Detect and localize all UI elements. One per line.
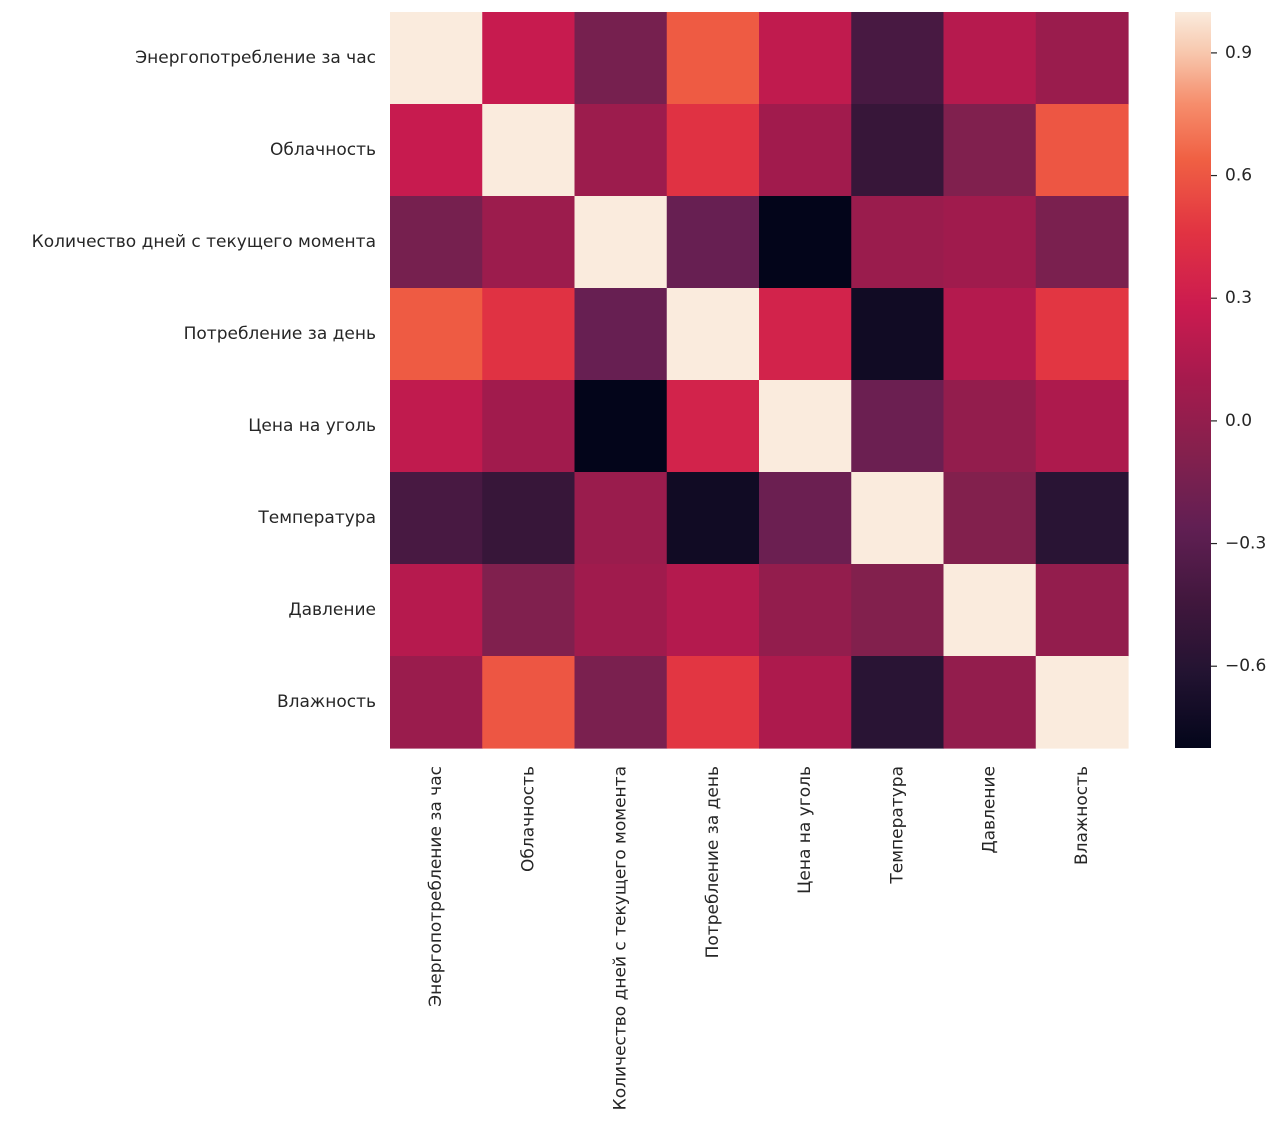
- heatmap-cell-r1-c3: [666, 104, 760, 197]
- heatmap-cell-r6-c7: [1035, 564, 1129, 657]
- column-tick-label: Температура: [887, 766, 907, 885]
- heatmap-cell-r4-c6: [943, 380, 1037, 473]
- heatmap-cell-r0-c5: [851, 12, 945, 105]
- heatmap-cell-r1-c4: [759, 104, 852, 197]
- heatmap-cell-r7-c7: [1035, 656, 1129, 749]
- heatmap-cell-r4-c4: [759, 380, 852, 473]
- heatmap-cell-r0-c2: [574, 12, 668, 105]
- heatmap-cell-r2-c1: [482, 196, 576, 289]
- heatmap-cell-r2-c3: [666, 196, 760, 289]
- heatmap-cell-r2-c6: [943, 196, 1037, 289]
- colorbar: 0.9 0.6 0.3 0.0 −0.3 −0.6: [1175, 12, 1266, 748]
- heatmap-cell-r1-c1: [482, 104, 576, 197]
- heatmap-cell-r7-c3: [666, 656, 760, 749]
- heatmap-cell-r2-c7: [1035, 196, 1129, 289]
- colorbar-tick-label: 0.9: [1225, 43, 1252, 63]
- heatmap-cell-r2-c2: [574, 196, 668, 289]
- row-tick-label: Влажность: [277, 692, 376, 712]
- heatmap-cell-r4-c0: [390, 380, 483, 473]
- row-tick-label: Давление: [288, 600, 376, 620]
- row-tick-label: Облачность: [270, 140, 376, 160]
- row-tick-label: Количество дней с текущего момента: [32, 232, 376, 252]
- row-tick-label: Температура: [257, 508, 376, 528]
- heatmap-cell-r0-c0: [390, 12, 483, 105]
- colorbar-tick-label: 0.0: [1225, 411, 1252, 431]
- heatmap-cell-r4-c3: [666, 380, 760, 473]
- heatmap-cell-r4-c1: [482, 380, 576, 473]
- heatmap-cell-r6-c5: [851, 564, 945, 657]
- row-tick-label: Цена на уголь: [248, 416, 376, 436]
- heatmap-cell-r3-c0: [390, 288, 483, 381]
- heatmap-cell-r3-c7: [1035, 288, 1129, 381]
- heatmap-cell-r3-c4: [759, 288, 852, 381]
- heatmap-cell-r6-c3: [666, 564, 760, 657]
- heatmap-cell-r5-c2: [574, 472, 668, 565]
- row-labels: Энергопотребление за час Облачность Количе…: [32, 48, 376, 712]
- heatmap-cell-r7-c5: [851, 656, 945, 749]
- heatmap-cell-r5-c5: [851, 472, 945, 565]
- heatmap-cell-r0-c4: [759, 12, 852, 105]
- heatmap-cell-r7-c2: [574, 656, 668, 749]
- heatmap-cell-r6-c4: [759, 564, 852, 657]
- heatmap-cell-r6-c6: [943, 564, 1037, 657]
- column-tick-label: Количество дней с текущего момента: [611, 766, 631, 1110]
- heatmap-cell-r3-c3: [666, 288, 760, 381]
- heatmap-cells: [390, 12, 1129, 749]
- colorbar-scale: [1175, 12, 1211, 748]
- heatmap-cell-r4-c5: [851, 380, 945, 473]
- heatmap-cell-r7-c1: [482, 656, 576, 749]
- column-tick-label: Энергопотребление за час: [426, 766, 446, 1007]
- heatmap-cell-r5-c3: [666, 472, 760, 565]
- heatmap-cell-r5-c6: [943, 472, 1037, 565]
- heatmap-cell-r1-c0: [390, 104, 483, 197]
- heatmap-cell-r0-c7: [1035, 12, 1129, 105]
- heatmap-cell-r0-c1: [482, 12, 576, 105]
- column-tick-label: Влажность: [1072, 766, 1092, 865]
- column-tick-label: Облачность: [518, 766, 538, 872]
- column-tick-label: Давление: [980, 766, 1000, 854]
- heatmap-cell-r2-c0: [390, 196, 483, 289]
- heatmap-cell-r3-c5: [851, 288, 945, 381]
- heatmap-cell-r5-c4: [759, 472, 852, 565]
- heatmap-cell-r0-c6: [943, 12, 1037, 105]
- colorbar-tick-label: 0.6: [1225, 166, 1252, 186]
- heatmap-cell-r3-c1: [482, 288, 576, 381]
- heatmap-cell-r1-c2: [574, 104, 668, 197]
- column-tick-label: Потребление за день: [703, 766, 723, 958]
- heatmap-cell-r6-c2: [574, 564, 668, 657]
- heatmap-cell-r7-c0: [390, 656, 483, 749]
- colorbar-tick-label: −0.6: [1225, 656, 1266, 676]
- heatmap-cell-r1-c6: [943, 104, 1037, 197]
- heatmap-cell-r2-c4: [759, 196, 852, 289]
- heatmap-cell-r2-c5: [851, 196, 945, 289]
- heatmap-cell-r1-c7: [1035, 104, 1129, 197]
- heatmap-cell-r5-c0: [390, 472, 483, 565]
- heatmap-cell-r6-c0: [390, 564, 483, 657]
- row-tick-label: Энергопотребление за час: [135, 48, 376, 68]
- heatmap-cell-r7-c6: [943, 656, 1037, 749]
- column-labels: Энергопотребление за час Облачность Количе…: [426, 766, 1092, 1110]
- row-tick-label: Потребление за день: [184, 324, 376, 344]
- colorbar-tick-label: 0.3: [1225, 288, 1252, 308]
- heatmap-cell-r0-c3: [666, 12, 760, 105]
- column-tick-label: Цена на уголь: [795, 766, 815, 894]
- heatmap-cell-r5-c1: [482, 472, 576, 565]
- heatmap-cell-r3-c2: [574, 288, 668, 381]
- heatmap-cell-r5-c7: [1035, 472, 1129, 565]
- colorbar-tick-label: −0.3: [1225, 534, 1266, 554]
- heatmap-cell-r6-c1: [482, 564, 576, 657]
- heatmap-cell-r3-c6: [943, 288, 1037, 381]
- heatmap-cell-r4-c7: [1035, 380, 1129, 473]
- heatmap-cell-r1-c5: [851, 104, 945, 197]
- heatmap-cell-r4-c2: [574, 380, 668, 473]
- heatmap-cell-r7-c4: [759, 656, 852, 749]
